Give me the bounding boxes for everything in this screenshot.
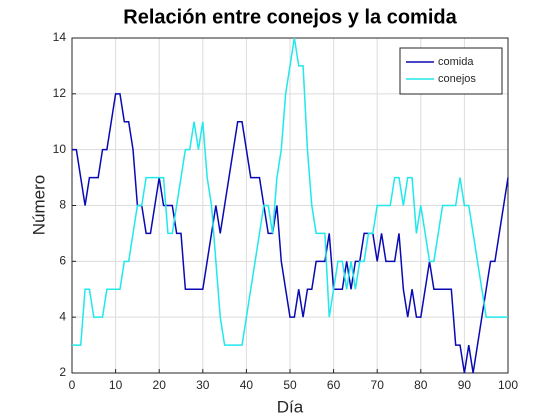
y-tick-label: 14 bbox=[53, 30, 67, 44]
x-tick-label: 20 bbox=[153, 378, 167, 392]
y-tick-label: 2 bbox=[59, 365, 66, 379]
chart-title: Relación entre conejos y la comida bbox=[123, 6, 457, 28]
y-axis-label: Número bbox=[29, 175, 48, 235]
x-axis-label: Día bbox=[277, 397, 304, 416]
legend-box bbox=[399, 47, 503, 95]
data-line bbox=[72, 93, 509, 374]
x-tick-label: 0 bbox=[69, 378, 76, 392]
x-tick-label: 80 bbox=[414, 378, 428, 392]
x-tick-label: 100 bbox=[498, 378, 518, 392]
x-tick-label: 10 bbox=[109, 378, 123, 392]
x-tick-label: 60 bbox=[327, 378, 341, 392]
legend-label: comida bbox=[438, 56, 474, 68]
y-tick-label: 6 bbox=[59, 254, 66, 268]
data-line bbox=[72, 37, 508, 346]
y-tick-label: 12 bbox=[53, 86, 67, 100]
x-tick-label: 90 bbox=[458, 378, 472, 392]
x-tick-label: 30 bbox=[196, 378, 210, 392]
x-tick-label: 70 bbox=[371, 378, 385, 392]
y-tick-label: 4 bbox=[59, 309, 66, 323]
y-tick-label: 8 bbox=[59, 198, 66, 212]
y-tick-label: 10 bbox=[53, 142, 67, 156]
axes-box bbox=[71, 37, 509, 374]
x-tick-label: 40 bbox=[240, 378, 254, 392]
x-tick-label: 50 bbox=[283, 378, 297, 392]
legend-label: conejos bbox=[438, 73, 476, 85]
